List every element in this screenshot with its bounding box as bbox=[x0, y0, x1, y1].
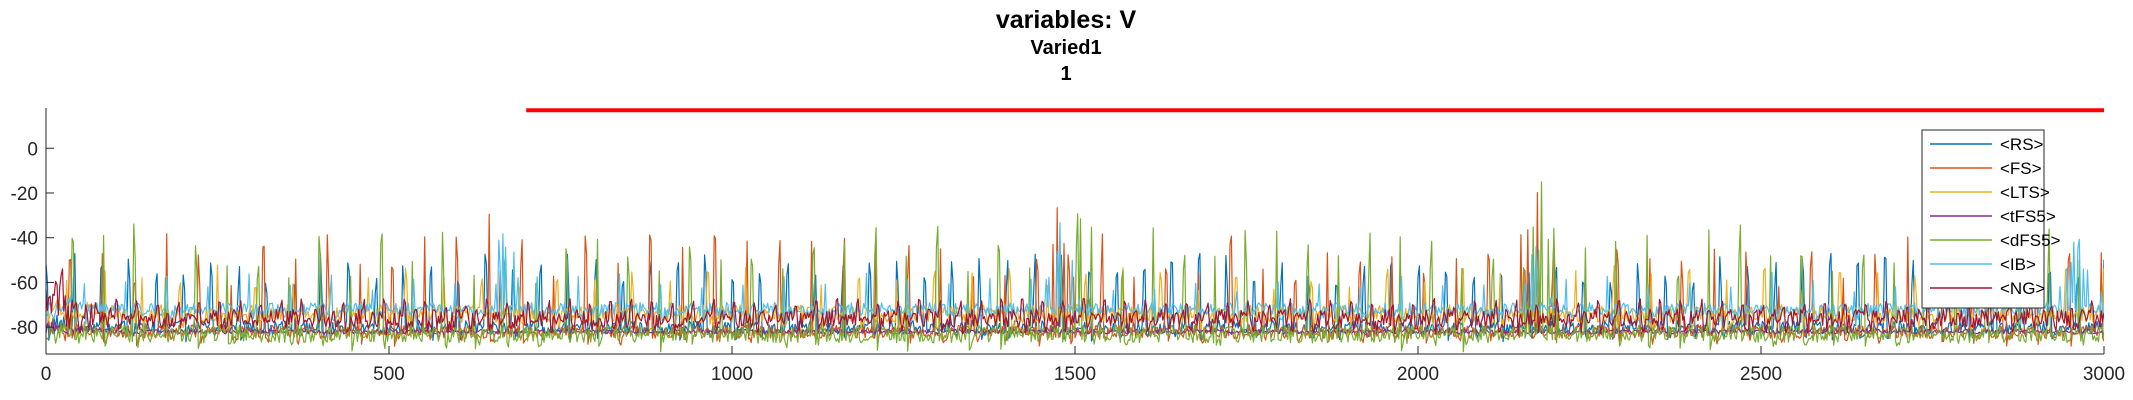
x-tick-label: 2500 bbox=[1740, 364, 1782, 385]
chart-subtitle-1: Varied1 bbox=[1030, 37, 1101, 59]
legend-label: <dFS5> bbox=[2000, 231, 2061, 250]
series-line-ib bbox=[46, 222, 2104, 326]
legend-label: <IB> bbox=[2000, 255, 2036, 274]
x-tick-label: 0 bbox=[41, 364, 52, 385]
x-tick-label: 1500 bbox=[1054, 364, 1096, 385]
y-tick-label: -60 bbox=[11, 273, 38, 294]
y-tick-label: 0 bbox=[27, 139, 38, 160]
x-tick-label: 500 bbox=[373, 364, 405, 385]
legend-label: <FS> bbox=[2000, 159, 2042, 178]
legend: <RS> <FS> <LTS> <tFS5> <dFS5> <IB> <NG> bbox=[1921, 129, 2061, 309]
axes: 0 500 1000 1500 2000 2500 3000 0 -20 -40 -60 -80 bbox=[11, 108, 2125, 385]
legend-label: <LTS> bbox=[2000, 183, 2050, 202]
x-tick-label: 3000 bbox=[2083, 364, 2125, 385]
series-line-ng bbox=[46, 268, 2104, 336]
plot-area bbox=[46, 181, 2104, 353]
y-tick-label: -40 bbox=[11, 229, 38, 250]
series-line-dfs5 bbox=[46, 181, 2104, 353]
chart-subtitle-2: 1 bbox=[1060, 63, 1071, 85]
chart-title: variables: V bbox=[996, 6, 1137, 34]
x-tick-label: 2000 bbox=[1397, 364, 1439, 385]
legend-box bbox=[1921, 129, 2045, 309]
x-tick-label: 1000 bbox=[711, 364, 753, 385]
legend-label: <tFS5> bbox=[2000, 207, 2056, 226]
legend-label: <RS> bbox=[2000, 135, 2044, 154]
y-tick-label: -20 bbox=[11, 184, 38, 205]
legend-label: <NG> bbox=[2000, 279, 2045, 298]
y-tick-label: -80 bbox=[11, 318, 38, 339]
